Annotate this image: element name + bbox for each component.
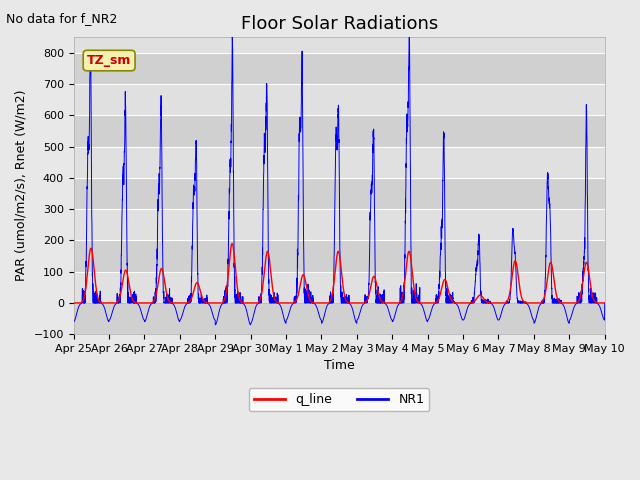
- Bar: [74, 240, 605, 272]
- Title: Floor Solar Radiations: Floor Solar Radiations: [241, 15, 438, 33]
- Y-axis label: PAR (umol/m2/s), Rnet (W/m2): PAR (umol/m2/s), Rnet (W/m2): [15, 90, 28, 281]
- Legend: q_line, NR1: q_line, NR1: [249, 388, 429, 411]
- q_line: [601, 300, 609, 306]
- q_line: [319, 300, 327, 306]
- Bar: [74, 178, 605, 209]
- Line: NR1: NR1: [74, 26, 605, 325]
- Bar: [74, 84, 605, 116]
- Text: No data for f_NR2: No data for f_NR2: [6, 12, 118, 25]
- NR1: [406, 23, 413, 29]
- X-axis label: Time: Time: [324, 360, 355, 372]
- Text: TZ_sm: TZ_sm: [87, 54, 131, 67]
- NR1: [165, 298, 173, 303]
- q_line: [488, 300, 496, 306]
- NR1: [211, 322, 219, 328]
- Bar: [74, 272, 605, 303]
- Bar: [74, 53, 605, 84]
- NR1: [488, 301, 496, 307]
- Bar: [74, 116, 605, 147]
- q_line: [70, 300, 77, 306]
- NR1: [319, 317, 327, 323]
- NR1: [429, 303, 436, 309]
- NR1: [601, 300, 609, 306]
- Bar: [74, 209, 605, 240]
- Bar: [74, 147, 605, 178]
- q_line: [165, 298, 173, 304]
- NR1: [600, 317, 608, 323]
- q_line: [429, 300, 436, 306]
- NR1: [70, 319, 77, 324]
- q_line: [228, 240, 236, 246]
- q_line: [458, 300, 466, 306]
- NR1: [458, 316, 466, 322]
- Line: q_line: q_line: [74, 243, 605, 303]
- q_line: [600, 300, 608, 306]
- Bar: [74, 303, 605, 334]
